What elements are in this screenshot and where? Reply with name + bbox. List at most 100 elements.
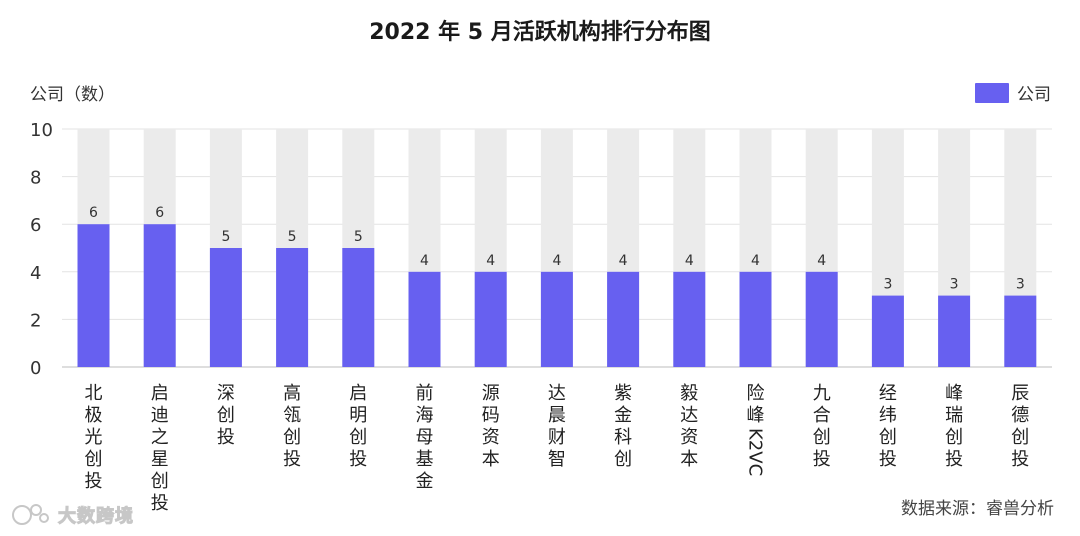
x-tick-label-char: 达 <box>680 405 698 426</box>
x-tick-label-char: 海 <box>416 405 434 426</box>
x-tick-label-char: 投 <box>217 427 235 448</box>
x-tick-label-char: 九 <box>813 383 831 404</box>
x-tick-label-char: 高 <box>283 383 301 404</box>
bar <box>209 248 242 367</box>
watermark-logo-icon <box>12 504 49 525</box>
watermark-text: 大数跨境 <box>58 506 134 528</box>
x-tick-label-char: 启 <box>151 383 169 404</box>
y-tick-label: 10 <box>30 120 53 141</box>
x-tick-label-char: 创 <box>349 427 367 448</box>
data-label: 4 <box>751 253 760 269</box>
x-tick-label-char: 智 <box>548 449 566 470</box>
legend-label: 公司 <box>1017 85 1051 105</box>
x-tick-label-char: 达 <box>548 383 566 404</box>
data-label: 4 <box>685 253 694 269</box>
bar <box>607 271 640 367</box>
data-label: 3 <box>950 277 959 293</box>
chart-title: 2022 年 5 月活跃机构排行分布图 <box>369 20 711 45</box>
x-tick-label-char: 迪 <box>151 405 169 426</box>
x-tick-label-char: 投 <box>151 493 169 514</box>
x-tick-label-char: 瑞 <box>945 405 963 426</box>
x-tick-label-char: 辰 <box>1011 383 1029 404</box>
x-tick-label-char: 峰 <box>747 405 765 426</box>
watermark: 大数跨境 <box>10 500 134 530</box>
x-tick-label-char: 创 <box>151 471 169 492</box>
x-tick-label-char: 创 <box>813 427 831 448</box>
x-tick-label-char: 资 <box>482 427 500 448</box>
data-label: 4 <box>552 253 561 269</box>
x-tick-label-char: 经 <box>879 383 897 404</box>
x-tick-label-char: 本 <box>482 449 500 470</box>
bar <box>1004 295 1037 367</box>
bar <box>77 224 110 367</box>
data-label: 6 <box>155 205 164 221</box>
legend: 公司 <box>975 80 1051 105</box>
data-label: 3 <box>883 277 892 293</box>
x-tick-label-char: 基 <box>416 449 434 470</box>
y-tick-label: 4 <box>30 263 41 284</box>
x-tick-label-char: 资 <box>680 427 698 448</box>
bar <box>871 295 904 367</box>
x-tick-label-char: 创 <box>283 427 301 448</box>
data-label: 5 <box>221 229 230 245</box>
x-tick-label-char: 财 <box>548 427 566 448</box>
x-tick-label: 深创投 <box>217 383 235 448</box>
x-tick-label-char: 金 <box>416 471 434 492</box>
x-tick-label-char: 投 <box>349 449 367 470</box>
x-tick-label-char: K2VC <box>745 428 766 476</box>
bar <box>342 248 375 367</box>
bar <box>805 271 838 367</box>
x-tick-label-char: 投 <box>1011 449 1029 470</box>
x-tick-label-char: 星 <box>151 449 169 470</box>
x-tick-label-char: 金 <box>614 405 632 426</box>
x-tick-label-char: 投 <box>85 471 103 492</box>
x-tick-label-char: 险 <box>747 383 765 404</box>
x-tick-label-char: 合 <box>813 405 831 426</box>
data-label: 4 <box>817 253 826 269</box>
x-tick-label-char: 紫 <box>614 383 632 404</box>
x-tick-label-char: 启 <box>349 383 367 404</box>
x-tick-label-char: 前 <box>416 383 434 404</box>
x-tick-label-char: 创 <box>85 449 103 470</box>
y-tick-label: 8 <box>30 168 41 189</box>
x-tick-label-char: 创 <box>879 427 897 448</box>
x-tick-label-char: 瓴 <box>283 405 301 426</box>
data-label: 4 <box>486 253 495 269</box>
data-label: 5 <box>288 229 297 245</box>
bar <box>739 271 772 367</box>
bar <box>938 295 971 367</box>
y-tick-label: 0 <box>30 358 41 379</box>
data-label: 4 <box>420 253 429 269</box>
bar <box>673 271 706 367</box>
x-tick-label-char: 光 <box>85 427 103 448</box>
x-tick-label-char: 极 <box>85 405 103 426</box>
legend-swatch <box>975 82 1009 103</box>
x-tick-label-char: 码 <box>482 405 500 426</box>
x-tick-label-char: 创 <box>945 427 963 448</box>
bar <box>474 271 507 367</box>
data-label: 6 <box>89 205 98 221</box>
x-tick-label-char: 投 <box>283 449 301 470</box>
x-tick-label-char: 创 <box>614 449 632 470</box>
x-tick-label-char: 晨 <box>548 405 566 426</box>
bar <box>143 224 176 367</box>
x-tick-label-char: 投 <box>945 449 963 470</box>
x-tick-label-char: 投 <box>813 449 831 470</box>
bar <box>276 248 309 367</box>
x-tick-label-char: 之 <box>151 427 169 448</box>
x-tick-label-char: 峰 <box>945 383 963 404</box>
bar <box>408 271 441 367</box>
